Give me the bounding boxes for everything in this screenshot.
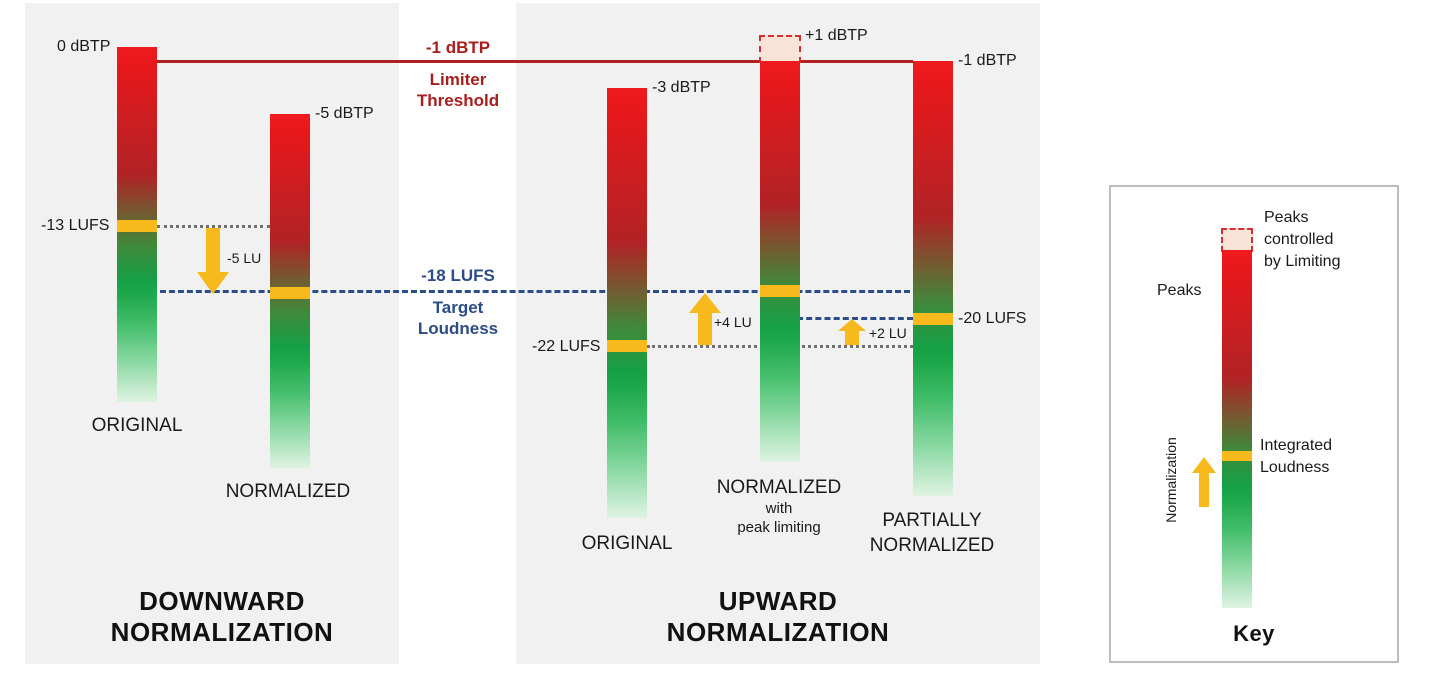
upward-normalized-bar: [760, 61, 800, 462]
downward-heading-line1: DOWNWARD: [139, 586, 305, 616]
limiter-caption-line2: Threshold: [416, 91, 500, 110]
downward-original-loudness-dotted: [157, 225, 270, 228]
downward-panel: [25, 3, 399, 664]
upward-partial-loudness-band: [913, 313, 953, 325]
limiter-threshold-line: [157, 60, 913, 63]
key-peaks-limited-line1: Peaks: [1264, 209, 1309, 226]
key-up-arrow-icon: [1192, 457, 1216, 507]
downward-original-loudness-band: [117, 220, 157, 232]
upward-normalized-caption-line1: NORMALIZED: [716, 477, 842, 498]
down-arrow-icon: [197, 228, 229, 294]
upward-shift-partial-label: +2 LU: [869, 325, 907, 341]
target-caption-line2: Loudness: [417, 319, 499, 338]
key-peaks-limited-line3: by Limiting: [1264, 253, 1341, 270]
upward-normalized-loudness-band: [760, 285, 800, 297]
upward-partial-loudness-label: -20 LUFS: [958, 310, 1027, 327]
key-title: Key: [1233, 621, 1275, 646]
key-box: [1109, 185, 1399, 663]
upward-normalized-peak-label: +1 dBTP: [805, 27, 868, 44]
target-loudness-line-partial: [797, 317, 913, 320]
key-peaks-limited-line2: controlled: [1264, 231, 1334, 248]
upward-shift-full-label: +4 LU: [714, 314, 752, 330]
upward-heading-line1: UPWARD: [718, 586, 838, 616]
target-caption-line1: Target: [432, 298, 484, 317]
upward-original-loudness-label: -22 LUFS: [532, 338, 601, 355]
target-value: -18 LUFS: [421, 266, 495, 285]
limiter-caption-line1: Limiter: [429, 70, 487, 89]
key-integrated-line1: Integrated: [1260, 437, 1333, 454]
upward-partial-caption-line1: PARTIALLY: [882, 510, 982, 531]
downward-shift-label: -5 LU: [227, 250, 262, 266]
upward-limited-peak-box: [759, 35, 801, 63]
limiter-value: -1 dBTP: [425, 38, 491, 57]
upward-original-bar: [607, 88, 647, 518]
key-integrated-line2: Loudness: [1260, 459, 1330, 476]
upward-partial-bar: [913, 61, 953, 496]
upward-original-caption: ORIGINAL: [581, 533, 673, 554]
key-bar: [1222, 250, 1252, 608]
key-normalization-label: Normalization: [1163, 437, 1179, 523]
upward-normalized-caption-line2: with: [765, 500, 793, 517]
upward-original-peak-label: -3 dBTP: [652, 79, 711, 96]
downward-original-caption: ORIGINAL: [91, 415, 183, 436]
upward-partial-peak-label: -1 dBTP: [958, 52, 1017, 69]
upward-normalized-caption-line3: peak limiting: [737, 519, 821, 536]
key-limited-peak-box: [1221, 228, 1253, 252]
upward-original-loudness-band: [607, 340, 647, 352]
upward-heading-line2: NORMALIZATION: [666, 617, 890, 647]
up-arrow-small-icon: [838, 319, 866, 345]
downward-original-peak-label: 0 dBTP: [57, 38, 111, 55]
up-arrow-icon: [689, 293, 721, 345]
downward-normalized-caption: NORMALIZED: [225, 481, 351, 502]
downward-original-loudness-label: -13 LUFS: [41, 217, 110, 234]
downward-heading-line2: NORMALIZATION: [110, 617, 334, 647]
key-loudness-band: [1222, 451, 1252, 461]
downward-normalized-peak-label: -5 dBTP: [315, 105, 374, 122]
key-peaks-label: Peaks: [1157, 282, 1202, 299]
downward-normalized-loudness-band: [270, 287, 310, 299]
upward-partial-caption-line2: NORMALIZED: [869, 535, 995, 556]
target-loudness-line: [160, 290, 910, 293]
